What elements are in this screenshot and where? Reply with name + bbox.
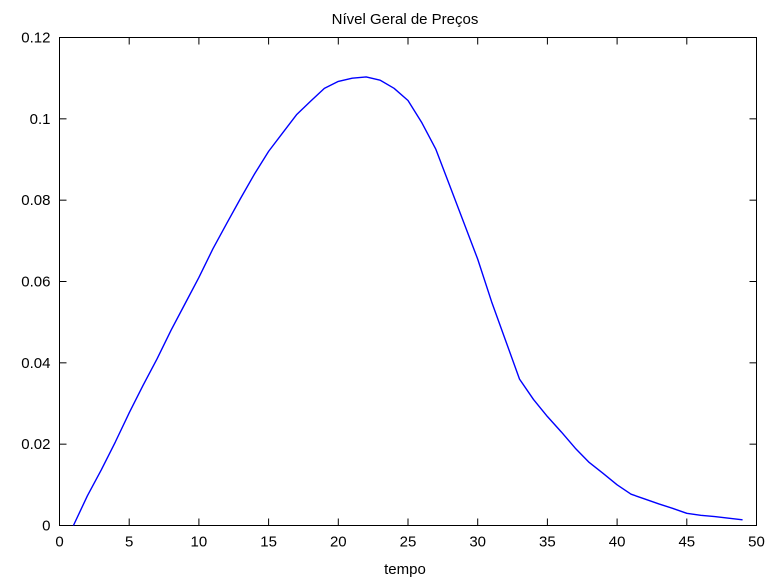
data-point [296, 114, 297, 115]
y-tick-label: 0.1 [30, 111, 51, 128]
data-point [700, 515, 701, 516]
x-tick-label: 0 [55, 534, 63, 551]
data-point [477, 259, 478, 260]
y-tick-label: 0.02 [21, 436, 50, 453]
data-point [184, 303, 185, 304]
data-point [589, 462, 590, 463]
data-point [533, 399, 534, 400]
y-tick-label: 0.12 [21, 30, 50, 47]
data-point [212, 248, 213, 249]
x-axis-label: tempo [384, 561, 426, 578]
data-point [617, 484, 618, 485]
x-tick-label: 20 [330, 534, 347, 551]
data-point [672, 508, 673, 509]
data-point [449, 185, 450, 186]
data-point [491, 301, 492, 302]
data-point [561, 431, 562, 432]
data-point [87, 495, 88, 496]
x-tick-label: 30 [469, 534, 486, 551]
data-point [686, 513, 687, 514]
data-point [198, 277, 199, 278]
data-point [519, 379, 520, 380]
series-layer [72, 76, 743, 526]
y-tick-label: 0 [42, 518, 50, 535]
data-point [728, 518, 729, 519]
data-point [366, 76, 367, 77]
data-point [73, 525, 74, 526]
data-point [268, 151, 269, 152]
y-tick-label: 0.08 [21, 192, 50, 209]
data-point [547, 416, 548, 417]
x-tick-label: 5 [125, 534, 133, 551]
data-point [630, 494, 631, 495]
x-tick-label: 45 [678, 534, 695, 551]
data-point [240, 198, 241, 199]
data-point [310, 101, 311, 102]
data-point [170, 330, 171, 331]
y-tick-label: 0.04 [21, 355, 50, 372]
x-tick-label: 40 [609, 534, 626, 551]
data-point [380, 80, 381, 81]
data-point [282, 132, 283, 133]
data-point [393, 88, 394, 89]
data-point [435, 149, 436, 150]
data-point [603, 473, 604, 474]
x-tick-label: 25 [400, 534, 417, 551]
x-tick-label: 10 [191, 534, 208, 551]
data-point [226, 223, 227, 224]
data-point [324, 88, 325, 89]
plot-area-frame [59, 37, 757, 526]
data-point [143, 385, 144, 386]
data-point [129, 412, 130, 413]
x-tick-label: 50 [748, 534, 765, 551]
x-axis-ticks: 0 5 10 15 20 25 30 35 40 45 50 [55, 37, 765, 551]
data-point [658, 503, 659, 504]
data-point [644, 498, 645, 499]
data-point [742, 519, 743, 520]
data-point [101, 469, 102, 470]
y-axis-ticks: 0 0.02 0.04 0.06 0.08 0.1 0.12 [21, 30, 757, 535]
data-point [156, 358, 157, 359]
data-point [254, 173, 255, 174]
y-tick-label: 0.06 [21, 274, 50, 291]
data-point [505, 340, 506, 341]
data-point [115, 442, 116, 443]
x-tick-label: 15 [260, 534, 277, 551]
data-point [575, 448, 576, 449]
data-point [338, 81, 339, 82]
data-point [352, 78, 353, 79]
chart-title: Nível Geral de Preços [332, 11, 479, 28]
data-point [421, 122, 422, 123]
x-tick-label: 35 [539, 534, 556, 551]
data-point [714, 516, 715, 517]
series-line [72, 76, 743, 526]
data-point [463, 222, 464, 223]
data-point [407, 100, 408, 101]
